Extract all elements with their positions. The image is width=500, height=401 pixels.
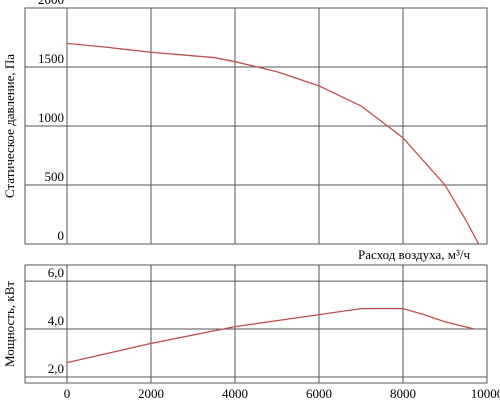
y-tick-label: 6,0 [48,265,64,280]
data-line [66,308,475,364]
x-tick-label: 6000 [306,386,332,401]
x-axis-label: Расход воздуха, м³/ч [358,247,470,262]
x-tick-label: 8000 [390,386,416,401]
y-tick-label: 1000 [38,110,64,125]
y-tick-label: 1500 [38,51,64,66]
y-tick-label: 0 [58,228,65,243]
data-line [66,42,480,245]
y-tick-label: 2,0 [48,361,64,376]
y-tick-label: 2000 [38,0,64,7]
y-tick-label: 4,0 [48,313,64,328]
x-tick-label: 2000 [138,386,164,401]
x-tick-label: 10000 [471,386,500,401]
x-tick-label: 0 [64,386,71,401]
y-tick-label: 500 [45,169,65,184]
y-axis-label: Мощность, кВт [2,281,17,367]
y-axis-label: Статическое давление, Па [2,54,17,198]
x-tick-label: 4000 [222,386,248,401]
